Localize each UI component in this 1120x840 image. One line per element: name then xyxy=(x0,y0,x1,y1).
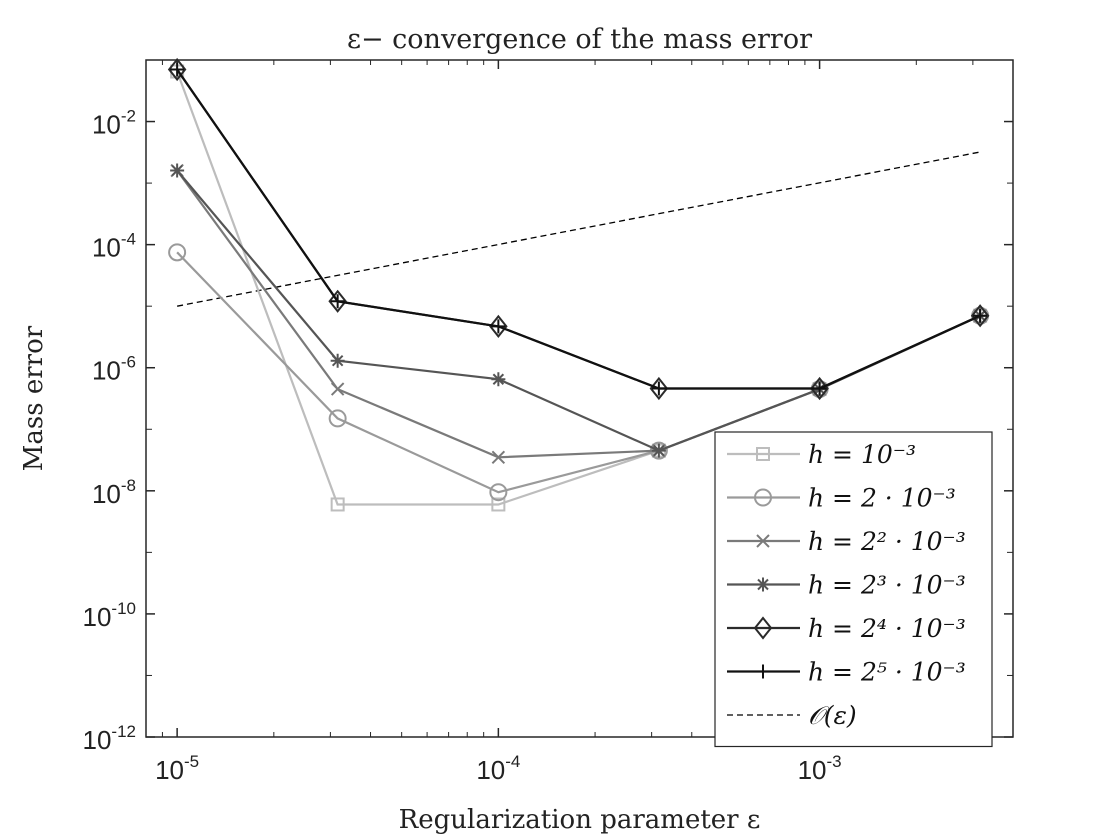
legend-entry: 𝒪(ε) xyxy=(727,701,857,730)
chart-title: ε− convergence of the mass error xyxy=(347,24,812,55)
legend-label: 𝒪(ε) xyxy=(808,701,857,730)
series-5-point xyxy=(649,376,669,401)
series-line-4 xyxy=(176,169,981,452)
legend-entry: h = 2 · 10⁻³ xyxy=(727,484,956,513)
y-tick-label: 10-4 xyxy=(92,230,136,263)
series-6-point xyxy=(330,294,345,309)
y-axis-label: Mass error xyxy=(19,325,49,471)
x-tick-label: 10-5 xyxy=(155,752,199,785)
series-4-point xyxy=(330,353,345,368)
x-axis-label: Regularization parameter ε xyxy=(399,805,761,835)
legend-label: h = 10⁻³ xyxy=(808,440,916,469)
series-line-5 xyxy=(176,68,981,390)
series-4 xyxy=(170,163,988,458)
y-tick-label: 10-6 xyxy=(92,353,136,386)
legend-entry: h = 2³ · 10⁻³ xyxy=(727,571,966,600)
legend-swatch-marker xyxy=(756,577,770,592)
y-tick-label: 10-10 xyxy=(83,599,137,632)
legend-label: h = 2⁴ · 10⁻³ xyxy=(808,614,966,643)
legend-entry: h = 2² · 10⁻³ xyxy=(727,527,966,556)
plot-frame xyxy=(145,59,1014,738)
series-6 xyxy=(170,62,988,396)
series-1-point xyxy=(491,497,506,512)
series-1-point xyxy=(330,497,345,512)
series-3-point xyxy=(330,382,345,396)
y-tick-label: 10-2 xyxy=(92,107,136,140)
legend-entry: h = 2⁴ · 10⁻³ xyxy=(727,614,966,643)
series-5-point xyxy=(328,289,347,313)
legend-swatch-marker xyxy=(756,534,770,548)
series-6-point xyxy=(651,381,666,396)
series-2-point xyxy=(328,409,347,428)
series-4-point xyxy=(651,443,666,458)
legend-label: h = 2² · 10⁻³ xyxy=(808,527,966,556)
series-2-point xyxy=(489,483,508,502)
legend-swatch-marker xyxy=(753,616,773,640)
series-6-point xyxy=(973,308,988,323)
legend-swatch-marker xyxy=(756,664,770,679)
x-tick-label: 10-3 xyxy=(798,752,842,785)
legend-swatch-marker xyxy=(756,447,770,461)
series-3 xyxy=(170,163,987,465)
series-5-point xyxy=(970,304,990,328)
legend-entry: h = 2⁵ · 10⁻³ xyxy=(727,658,966,687)
series-3-point xyxy=(491,450,506,465)
reference-line-path xyxy=(177,151,981,307)
series-layer xyxy=(167,57,990,512)
series-6-point xyxy=(170,62,185,77)
series-6-point xyxy=(812,381,827,396)
series-4-point xyxy=(170,163,185,178)
x-tick-label: 10-4 xyxy=(476,752,520,785)
y-tick-label: 10-8 xyxy=(92,476,136,509)
series-5 xyxy=(167,57,990,401)
legend-box xyxy=(714,431,993,748)
series-6-point xyxy=(491,319,506,334)
legend-label: h = 2⁵ · 10⁻³ xyxy=(808,658,966,687)
legend-label: h = 2 · 10⁻³ xyxy=(808,484,956,513)
series-2-point xyxy=(168,243,187,262)
series-5-point xyxy=(489,314,508,338)
series-4-point xyxy=(491,372,506,387)
axis-ticks: 10-5 10-4 10-3 10-2 10-4 10-6 10-8 10-10 10-12 xyxy=(83,59,1014,785)
legend: h = 10⁻³ h = 2 · 10⁻³ h = 2² · 10⁻³ h = 2³ … xyxy=(714,431,993,748)
series-line-6 xyxy=(176,68,981,390)
legend-label: h = 2³ · 10⁻³ xyxy=(808,571,966,600)
series-5-point xyxy=(167,57,187,82)
reference-line xyxy=(177,151,981,307)
legend-swatch-marker xyxy=(754,488,772,507)
y-tick-label: 10-12 xyxy=(83,722,137,755)
legend-entry: h = 10⁻³ xyxy=(727,440,916,469)
